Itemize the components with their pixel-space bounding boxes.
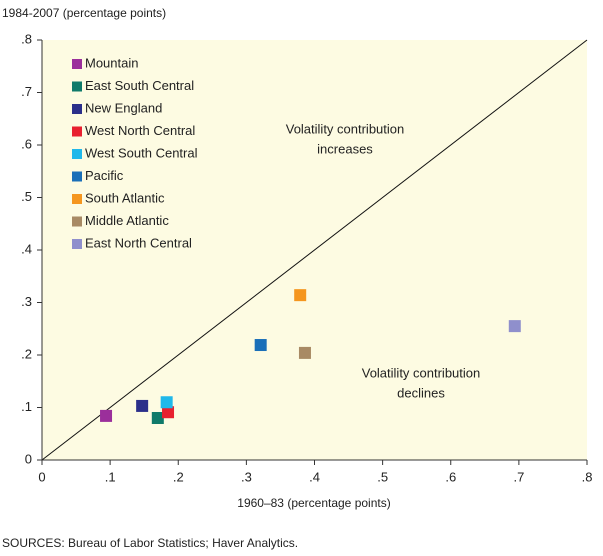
y-tick-label: .4 (21, 241, 32, 256)
legend-label: West South Central (85, 145, 198, 160)
x-tick-label: .6 (445, 469, 456, 484)
annotation: declines (397, 385, 445, 400)
legend-label: East North Central (85, 235, 192, 250)
x-tick-label: .2 (173, 469, 184, 484)
annotation: Volatility contribution (286, 121, 405, 136)
legend-label: West North Central (85, 123, 195, 138)
y-tick-label: .5 (21, 189, 32, 204)
legend-swatch (72, 171, 82, 182)
legend-swatch (72, 104, 82, 114)
legend-label: New England (85, 100, 162, 115)
diagonal (41, 39, 588, 461)
y-tick-label: .8 (21, 31, 32, 46)
x-tick-label: .5 (377, 469, 388, 484)
point (136, 399, 149, 412)
chart-title: 1984-2007 (percentage points) (2, 6, 166, 20)
point (151, 412, 164, 424)
y-tick-label: 0 (25, 451, 32, 466)
point (294, 289, 307, 302)
annotation: Volatility contribution (362, 365, 481, 380)
point (162, 406, 175, 419)
legend-label: Pacific (85, 168, 124, 183)
point (508, 320, 521, 333)
legend-swatch (72, 126, 82, 137)
y-tick-label: .3 (21, 294, 32, 309)
y-tick-label: .2 (21, 346, 32, 361)
x-tick-label: .3 (241, 469, 252, 484)
legend-swatch (72, 59, 82, 69)
y-tick-label: .7 (21, 84, 32, 99)
point (298, 346, 311, 359)
legend-label: South Atlantic (85, 190, 165, 205)
legend-label: East South Central (85, 78, 194, 93)
legend-label: Mountain (85, 55, 138, 70)
x-tick-label: 0 (38, 469, 45, 484)
y-tick-label: .6 (21, 136, 32, 151)
x-tick-label: .8 (582, 469, 593, 484)
legend-label: Middle Atlantic (85, 213, 169, 228)
point (160, 396, 173, 409)
source: SOURCES: Bureau of Labor Statistics; Hav… (2, 536, 298, 550)
x-tick-label: .1 (105, 469, 116, 484)
point (100, 409, 113, 422)
legend-swatch (72, 239, 82, 249)
y-tick-label: .1 (21, 399, 32, 414)
legend-swatch (72, 149, 82, 159)
annotation: increases (317, 141, 373, 156)
x-axis-label: 1960–83 (percentage points) (237, 496, 390, 510)
legend-swatch (72, 216, 82, 227)
legend-swatch (72, 194, 82, 204)
point (254, 339, 267, 352)
x-tick-label: .7 (513, 469, 524, 484)
legend-swatch (72, 81, 82, 92)
x-tick-label: .4 (309, 469, 320, 484)
